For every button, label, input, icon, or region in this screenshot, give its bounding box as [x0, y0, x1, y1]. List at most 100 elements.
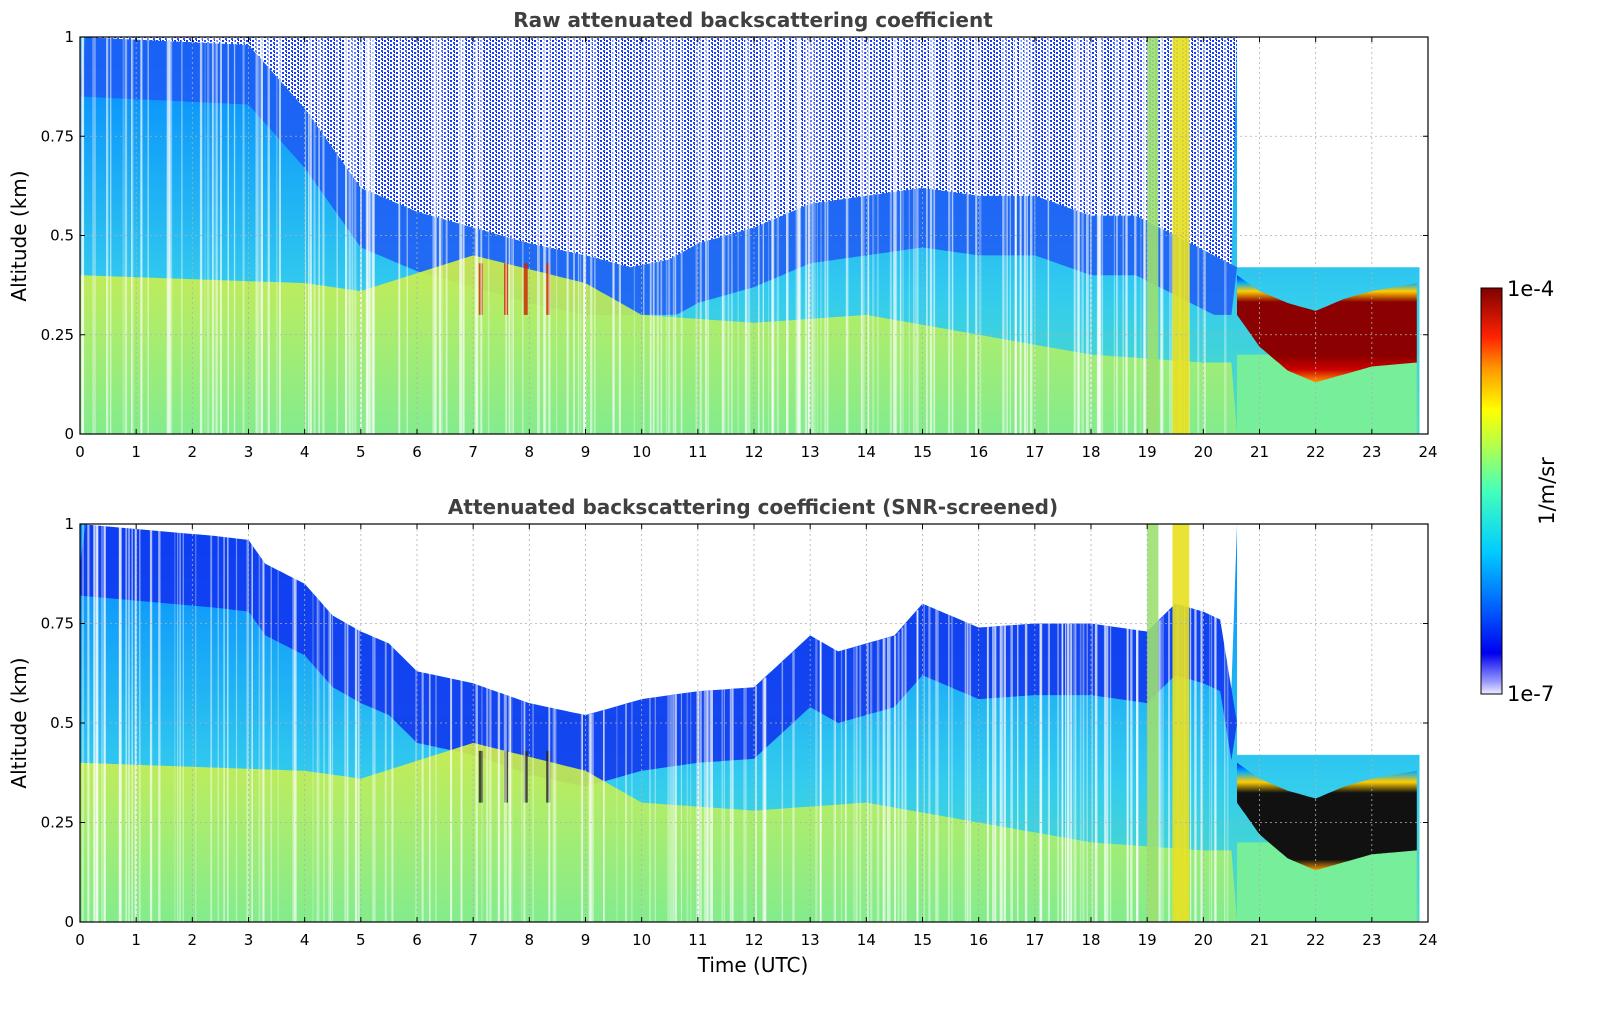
signal-streak — [523, 701, 525, 922]
signal-streak — [348, 37, 351, 434]
signal-streak — [1091, 623, 1093, 922]
signal-streak — [815, 638, 818, 922]
signal-streak — [174, 532, 176, 922]
signal-streak — [487, 37, 490, 434]
signal-streak — [344, 622, 346, 922]
x-tick-label: 15 — [913, 931, 932, 949]
signal-streak — [158, 530, 161, 922]
signal-streak — [697, 691, 700, 922]
signal-streak — [322, 37, 325, 434]
x-tick-label: 22 — [1306, 931, 1325, 949]
signal-streak — [1209, 614, 1211, 922]
signal-streak — [667, 695, 670, 922]
signal-streak — [131, 37, 134, 434]
signal-streak — [292, 577, 295, 922]
signal-streak — [897, 631, 900, 922]
x-tick-label: 20 — [1194, 443, 1213, 461]
signal-streak — [709, 690, 712, 922]
x-tick-label: 14 — [857, 443, 876, 461]
x-tick-label: 10 — [632, 443, 651, 461]
signal-streak — [103, 526, 106, 922]
signal-streak — [948, 37, 951, 434]
signal-streak — [210, 535, 213, 922]
signal-streak — [503, 694, 506, 922]
signal-streak — [1210, 615, 1213, 922]
colorbar-gradient — [1480, 287, 1503, 695]
x-tick-label: 21 — [1250, 931, 1269, 949]
signal-streak — [537, 37, 539, 434]
signal-streak — [103, 526, 105, 922]
signal-streak — [508, 37, 511, 434]
x-axis-label: Time (UTC) — [697, 953, 809, 977]
x-tick-label: 22 — [1306, 443, 1325, 461]
signal-streak — [119, 527, 122, 922]
colorbar-min-label: 1e-7 — [1507, 682, 1554, 706]
signal-streak — [227, 37, 229, 434]
signal-streak — [278, 37, 281, 434]
signal-streak — [786, 37, 789, 434]
signal-streak — [577, 37, 579, 434]
signal-streak — [317, 598, 320, 922]
signal-streak — [1202, 37, 1205, 434]
x-tick-label: 5 — [356, 931, 366, 949]
signal-streak — [588, 714, 591, 922]
signal-streak — [928, 606, 931, 922]
signal-streak — [1034, 37, 1036, 434]
signal-streak — [1095, 624, 1098, 922]
x-tick-label: 6 — [412, 931, 422, 949]
clear-region — [1237, 524, 1428, 755]
signal-streak — [992, 626, 994, 922]
hotspot — [546, 750, 551, 803]
signal-streak — [889, 637, 891, 922]
signal-streak — [1162, 616, 1164, 922]
signal-streak — [182, 533, 184, 922]
x-tick-label: 12 — [744, 931, 763, 949]
signal-streak — [548, 707, 551, 922]
signal-streak — [476, 37, 479, 434]
signal-streak — [428, 673, 431, 922]
signal-streak — [242, 37, 245, 434]
hotspot — [504, 750, 509, 803]
signal-streak — [373, 37, 375, 434]
signal-streak — [743, 687, 745, 922]
signal-streak — [177, 532, 179, 922]
signal-streak — [521, 700, 523, 922]
signal-streak — [887, 637, 890, 922]
signal-streak — [772, 37, 775, 434]
signal-streak — [462, 37, 465, 434]
signal-streak — [101, 525, 103, 922]
signal-streak — [233, 37, 236, 434]
signal-streak — [901, 627, 904, 922]
signal-streak — [1158, 620, 1161, 922]
signal-streak — [808, 37, 811, 434]
signal-streak — [497, 691, 500, 922]
x-axis-ticks-bottom: 0 1 2 3 4 5 6 7 8 9 10 11 12 13 14 15 16 17 18 19 20 21 22 23 24 — [75, 524, 1438, 949]
signal-streak — [258, 554, 261, 922]
x-tick-label: 8 — [525, 931, 535, 949]
x-tick-label: 7 — [468, 443, 478, 461]
signal-streak — [1048, 623, 1050, 922]
signal-streak — [950, 615, 954, 922]
signal-streak — [758, 37, 760, 434]
signal-streak — [1106, 625, 1109, 922]
signal-streak — [1214, 617, 1217, 922]
signal-streak — [1197, 37, 1200, 434]
signal-streak — [554, 708, 556, 922]
signal-streak — [532, 703, 534, 922]
signal-streak — [1040, 623, 1043, 922]
signal-streak — [1168, 610, 1171, 922]
signal-streak — [1224, 643, 1226, 922]
signal-streak — [1122, 37, 1124, 434]
signal-streak — [1130, 629, 1133, 922]
signal-streak — [999, 626, 1002, 922]
hotspot — [546, 263, 551, 315]
signal-streak — [87, 524, 89, 922]
x-tick-label: 24 — [1418, 443, 1437, 461]
gridlines-bottom — [80, 524, 1428, 922]
signal-streak — [833, 648, 835, 922]
signal-streak — [384, 641, 387, 922]
signal-streak — [936, 609, 939, 922]
signal-streak — [308, 37, 310, 434]
x-tick-label: 13 — [801, 443, 820, 461]
signal-streak — [346, 623, 349, 922]
